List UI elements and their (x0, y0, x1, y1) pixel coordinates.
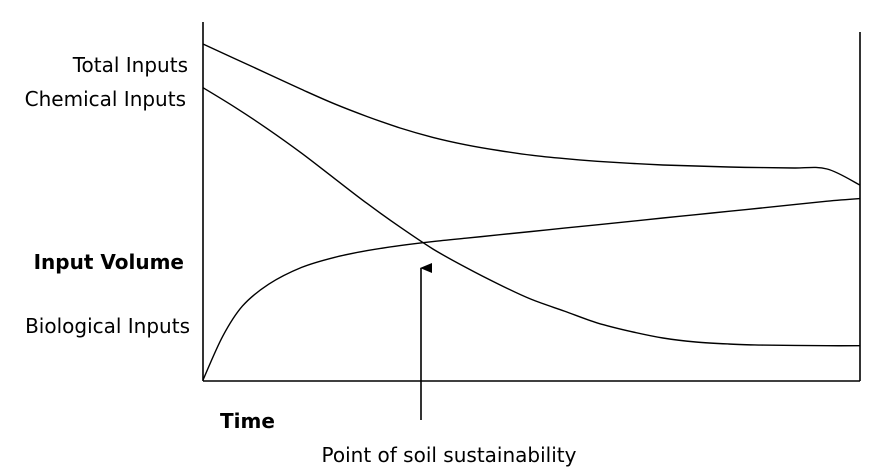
x-axis-label: Time (220, 409, 275, 433)
biological-inputs-curve (202, 197, 861, 381)
curves-group (202, 43, 861, 381)
y-axis-label: Input Volume (34, 250, 184, 274)
biological-inputs-label: Biological Inputs (25, 314, 190, 338)
total-inputs-label: Total Inputs (72, 53, 188, 77)
total-inputs-curve (202, 43, 861, 186)
annotation-label: Point of soil sustainability (322, 443, 577, 467)
chemical-inputs-label: Chemical Inputs (25, 87, 186, 111)
chemical-inputs-curve (202, 87, 861, 347)
